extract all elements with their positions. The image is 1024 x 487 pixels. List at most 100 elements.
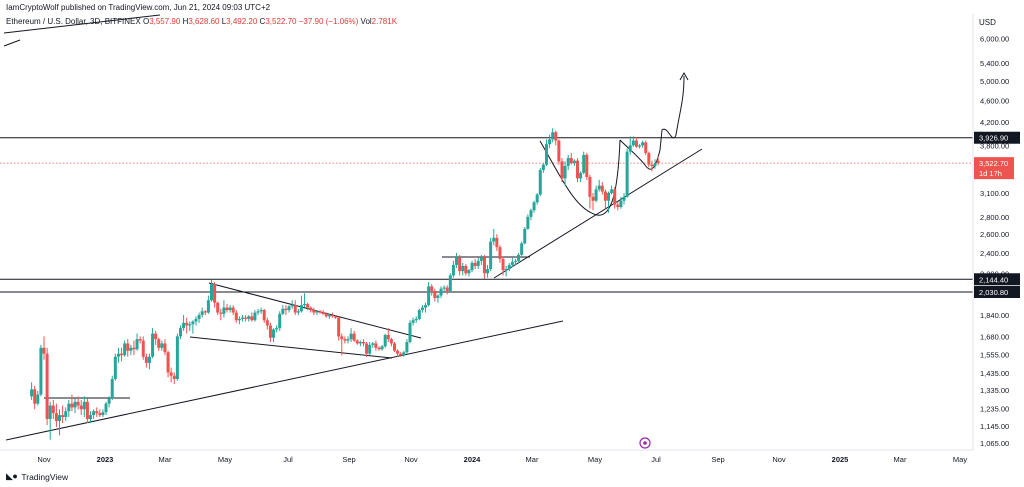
currency-label[interactable]: USD: [979, 18, 996, 27]
wedge-lower-line: [189, 336, 393, 359]
candle-body: [299, 305, 303, 312]
candle-body: [600, 185, 604, 192]
close-label: C: [259, 17, 266, 26]
candle-body: [244, 317, 248, 319]
candle-body: [424, 305, 428, 308]
candles-layer: [30, 128, 660, 440]
candle-body: [39, 347, 43, 395]
x-tick-label: Nov: [404, 455, 418, 464]
candle-body: [501, 258, 505, 271]
open-label: O: [142, 17, 150, 26]
candle-body: [430, 286, 434, 291]
candle-body: [33, 389, 37, 404]
candle-body: [411, 320, 415, 323]
candle-body: [548, 139, 552, 145]
candle-body: [262, 310, 266, 321]
x-tick-label: Sep: [342, 455, 355, 464]
low-label: L: [221, 17, 227, 26]
candle-body: [340, 336, 344, 340]
candle-body: [619, 200, 623, 208]
y-tick-label: 1,840.00: [980, 311, 1009, 320]
candle-body: [79, 405, 83, 410]
candle-body: [253, 312, 257, 321]
candle-body: [392, 343, 396, 351]
x-tick-label: May: [218, 455, 232, 464]
candle-body: [622, 196, 626, 201]
candle-body: [194, 318, 198, 322]
candle-body: [231, 307, 235, 313]
candle-body: [625, 151, 629, 197]
candle-body: [45, 353, 49, 420]
y-tick-label: 1,065.00: [980, 439, 1009, 448]
candle-body: [358, 342, 362, 344]
candle-body: [634, 140, 638, 147]
x-tick-label: Nov: [37, 455, 51, 464]
candle-body: [315, 311, 319, 313]
candle-body: [557, 140, 561, 162]
change-value: −37.90 (−1.06%): [298, 17, 359, 26]
candle-body: [70, 403, 74, 408]
candle-body: [85, 401, 89, 420]
candle-body: [48, 405, 52, 420]
candle-body: [451, 264, 455, 276]
candle-body: [120, 353, 124, 356]
volume-value: 2.781K: [371, 17, 398, 26]
candle-body: [42, 347, 46, 354]
candle-body: [54, 413, 58, 422]
candle-body: [178, 328, 182, 337]
candle-body: [318, 311, 322, 313]
tradingview-brand[interactable]: ◣● TradingView: [6, 471, 68, 482]
candle-body: [523, 228, 527, 244]
candle-body: [188, 324, 192, 326]
candle-body: [427, 286, 431, 306]
candle-body: [448, 275, 452, 291]
candle-body: [349, 333, 353, 340]
candle-body: [293, 305, 297, 313]
projection-arrowhead: [679, 71, 689, 81]
x-tick-label: May: [953, 455, 967, 464]
candle-body: [479, 257, 483, 261]
x-tick-label: 2024: [464, 455, 482, 464]
candle-body: [151, 333, 155, 357]
candle-body: [380, 346, 384, 350]
projection-path: [619, 75, 685, 170]
candle-body: [101, 412, 105, 416]
candle-body: [185, 322, 189, 326]
candle-body: [554, 132, 558, 141]
candle-body: [458, 257, 462, 272]
candle-body: [355, 340, 359, 344]
x-tick-label: Jul: [651, 455, 661, 464]
candle-body: [352, 333, 356, 341]
candle-body: [275, 328, 279, 330]
candle-body: [507, 264, 511, 270]
candle-body: [247, 316, 251, 319]
candle-body: [538, 170, 542, 195]
x-tick-label: Nov: [772, 455, 786, 464]
candle-body: [213, 284, 217, 303]
candle-body: [476, 260, 480, 266]
candle-body: [76, 401, 80, 406]
x-tick-label: Mar: [159, 455, 172, 464]
candle-body: [337, 317, 341, 337]
candle-body: [613, 189, 617, 205]
candle-countdown-label: 1d 17h: [979, 169, 1002, 178]
candle-body: [141, 340, 145, 357]
event-marker-dot: [643, 441, 647, 445]
tradingview-logo-icon: ◣●: [6, 471, 18, 481]
candle-body: [228, 307, 232, 311]
candle-body: [107, 398, 111, 404]
candle-body: [603, 191, 607, 201]
candle-body: [575, 160, 579, 179]
x-tick-label: Sep: [711, 455, 724, 464]
candle-body: [166, 352, 170, 373]
symbol-title[interactable]: Ethereum / U.S. Dollar, 3D, BITFINEX: [6, 17, 141, 26]
high-label: H: [182, 17, 189, 26]
level-price-tag: [974, 131, 1020, 144]
candle-body: [104, 403, 108, 413]
candle-body: [591, 196, 595, 201]
candle-body: [147, 356, 151, 363]
candle-body: [209, 284, 213, 301]
candle-body: [135, 339, 139, 350]
candle-body: [486, 269, 490, 274]
